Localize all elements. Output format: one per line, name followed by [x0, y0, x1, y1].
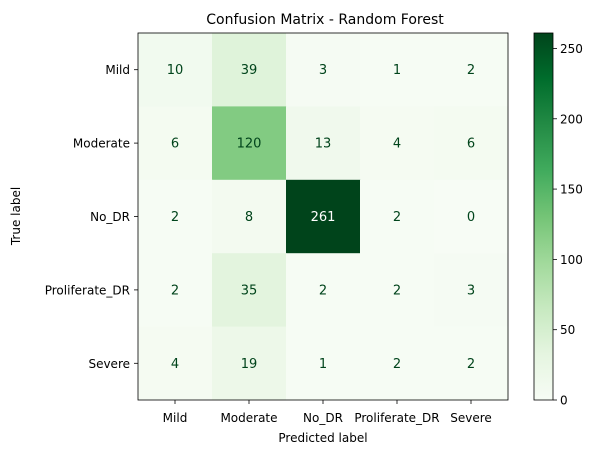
cell-value-label: 8 — [245, 210, 253, 225]
heatmap-cell — [286, 253, 361, 328]
colorbar-tick-label: 150 — [560, 183, 583, 197]
heatmap-cell — [360, 253, 435, 328]
heatmap-cell — [138, 326, 213, 401]
x-tick-label: No_DR — [303, 411, 343, 425]
heatmap-cell — [360, 33, 435, 107]
heatmap-cell — [138, 33, 213, 107]
cell-value-label: 39 — [241, 63, 258, 78]
x-tick-label: Proliferate_DR — [354, 411, 439, 425]
heatmap-cell — [138, 106, 213, 181]
heatmap-cell — [286, 179, 361, 254]
cell-value-label: 2 — [467, 357, 475, 372]
heatmap-cell — [286, 33, 361, 107]
cell-value-label: 3 — [467, 283, 475, 298]
cell-value-label: 1 — [393, 63, 401, 78]
heatmap-cell — [286, 326, 361, 401]
y-axis-label: True label — [9, 187, 23, 246]
x-axis-label: Predicted label — [278, 431, 367, 445]
cell-value-label: 2 — [319, 283, 327, 298]
x-tick-label: Mild — [163, 411, 188, 425]
cell-value-label: 261 — [311, 210, 336, 225]
heatmap-cell — [286, 106, 361, 181]
heatmap-cells: 10 39 3 1 26 120 13 4 62 8 261 2 02 35 2 2 34 19 1 2 2 — [137, 32, 509, 401]
cell-value-label: 4 — [171, 357, 179, 372]
heatmap-cell — [212, 179, 287, 254]
colorbar-tick-label: 100 — [560, 253, 583, 267]
heatmap-cell — [212, 106, 287, 181]
y-tick-label: No_DR — [90, 210, 130, 224]
heatmap-cell — [434, 106, 509, 181]
colorbar — [533, 32, 554, 401]
cell-value-label: 6 — [467, 137, 475, 152]
cell-value-label: 2 — [393, 283, 401, 298]
heatmap-cell — [434, 253, 509, 328]
x-tick-label: Severe — [450, 411, 492, 425]
colorbar-ticks: 0 50 100 150 200 250 — [553, 42, 583, 408]
y-tick-label: Mild — [105, 63, 130, 77]
colorbar-tick-label: 0 — [560, 394, 568, 408]
cell-value-label: 13 — [315, 137, 332, 152]
cell-value-label: 2 — [171, 210, 179, 225]
y-tick-label: Severe — [88, 357, 130, 371]
y-tick-label: Moderate — [73, 137, 130, 151]
colorbar-tick-label: 200 — [560, 112, 583, 126]
cell-value-label: 6 — [171, 137, 179, 152]
y-tick-label: Proliferate_DR — [45, 283, 130, 297]
cell-value-label: 2 — [393, 357, 401, 372]
heatmap-cell — [360, 179, 435, 254]
heatmap-cell — [212, 33, 287, 107]
cell-value-label: 10 — [167, 63, 184, 78]
cell-value-label: 0 — [467, 210, 475, 225]
heatmap-cell — [434, 179, 509, 254]
heatmap-cell — [434, 326, 509, 401]
colorbar-tick-label: 50 — [560, 323, 575, 337]
heatmap-cell — [360, 326, 435, 401]
heatmap-cell — [360, 106, 435, 181]
heatmap-cell — [212, 253, 287, 328]
heatmap-cell — [138, 253, 213, 328]
colorbar-tick-label: 250 — [560, 42, 583, 56]
chart-title: Confusion Matrix - Random Forest — [206, 12, 444, 28]
cell-value-label: 120 — [237, 137, 262, 152]
cell-value-label: 2 — [393, 210, 401, 225]
cell-value-label: 2 — [467, 63, 475, 78]
heatmap-cell — [434, 33, 509, 107]
cell-value-label: 3 — [319, 63, 327, 78]
cell-value-label: 19 — [241, 357, 258, 372]
cell-value-label: 35 — [241, 283, 258, 298]
cell-value-label: 1 — [319, 357, 327, 372]
x-axis-ticks: Mild Moderate No_DR Proliferate_DR Severe — [163, 400, 492, 425]
cell-value-label: 2 — [171, 283, 179, 298]
heatmap-cell — [138, 179, 213, 254]
y-axis-ticks: Mild Moderate No_DR Proliferate_DR Severe — [45, 63, 138, 371]
x-tick-label: Moderate — [220, 411, 277, 425]
cell-value-label: 4 — [393, 137, 401, 152]
heatmap-cell — [212, 326, 287, 401]
